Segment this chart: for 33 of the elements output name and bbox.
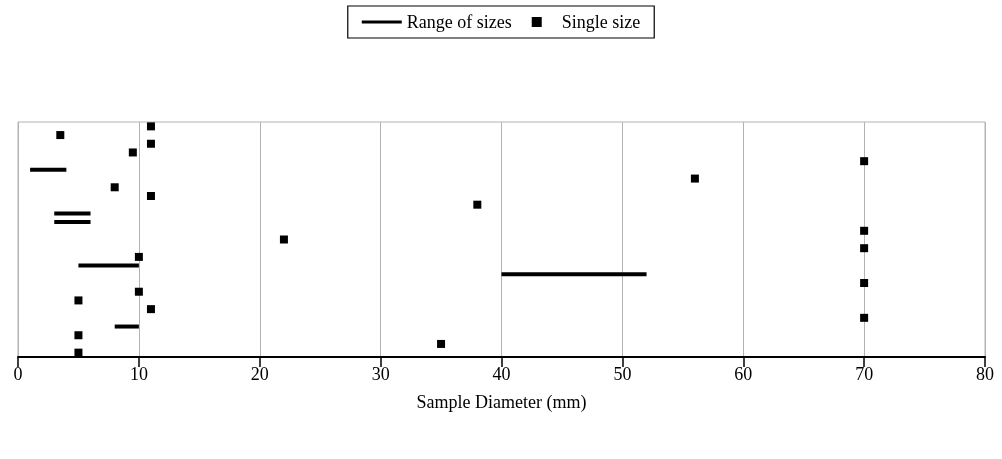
point	[74, 348, 83, 357]
x-tick-label: 70	[855, 364, 874, 384]
legend-label: Single size	[561, 12, 641, 32]
point	[279, 235, 288, 244]
x-tick-label: 60	[734, 364, 753, 384]
point	[860, 313, 869, 322]
point	[146, 191, 155, 200]
point	[146, 139, 155, 148]
point	[690, 174, 699, 183]
point	[56, 131, 65, 140]
legend-label: Range of sizes	[406, 12, 512, 32]
x-tick-label: 50	[613, 364, 632, 384]
point	[860, 279, 869, 288]
x-tick-label: 30	[371, 364, 390, 384]
x-tick-label: 80	[976, 364, 994, 384]
x-axis-title: Sample Diameter (mm)	[416, 392, 587, 413]
point	[860, 157, 869, 166]
point	[146, 305, 155, 314]
x-tick-label: 40	[492, 364, 511, 384]
point	[146, 122, 155, 131]
x-tick-label: 0	[13, 364, 23, 384]
x-tick-label: 20	[250, 364, 269, 384]
point	[860, 244, 869, 253]
point	[134, 287, 143, 296]
point	[128, 148, 137, 157]
point	[74, 296, 83, 305]
x-tick-label: 10	[129, 364, 148, 384]
point	[74, 331, 83, 340]
point	[437, 339, 446, 348]
point	[134, 252, 143, 261]
point	[860, 226, 869, 235]
point	[110, 183, 119, 192]
point	[473, 200, 482, 209]
